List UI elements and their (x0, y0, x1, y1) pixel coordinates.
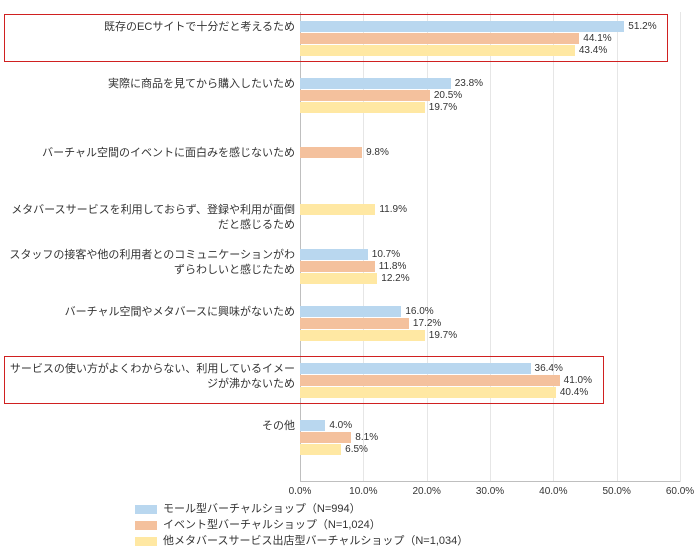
bar-mall (300, 420, 325, 431)
bar-event (300, 432, 351, 443)
bar-value-label: 19.7% (429, 102, 457, 113)
bar-value-label: 11.8% (379, 261, 407, 272)
category-label: 実際に商品を見てから購入したいため (5, 77, 295, 92)
bar-value-label: 16.0% (405, 306, 433, 317)
x-axis (300, 481, 680, 482)
bar-mall (300, 21, 624, 32)
bar-other (300, 444, 341, 455)
bar-mall (300, 78, 451, 89)
bar-value-label: 44.1% (583, 33, 611, 44)
legend-swatch (135, 521, 157, 530)
bar-value-label: 40.4% (560, 387, 588, 398)
bar-event (300, 375, 560, 386)
bar-event (300, 261, 375, 272)
bar-value-label: 51.2% (628, 21, 656, 32)
category-label: スタッフの接客や他の利用者とのコミュニケーションがわずらわしいと感じたため (5, 248, 295, 278)
category-label: メタバースサービスを利用しておらず、登録や利用が面倒だと感じるため (5, 203, 295, 233)
chart-stage: 0.0% 10.0% 20.0% 30.0% 40.0% 50.0% 60.0% 既存のECサ… (0, 0, 700, 552)
category-label: 既存のECサイトで十分だと考えるため (5, 20, 295, 35)
bar-value-label: 41.0% (564, 375, 592, 386)
x-tick-label: 50.0% (602, 486, 630, 497)
category-label: バーチャル空間やメタバースに興味がないため (5, 305, 295, 320)
legend-label: モール型バーチャルショップ（N=994） (163, 503, 361, 515)
bar-value-label: 23.8% (455, 78, 483, 89)
bar-value-label: 17.2% (413, 318, 441, 329)
category-label: サービスの使い方がよくわからない、利用しているイメージが沸かないため (5, 362, 295, 392)
bar-value-label: 4.0% (329, 420, 352, 431)
gridline (490, 12, 491, 482)
bar-event (300, 147, 362, 158)
bar-other (300, 273, 377, 284)
bar-other (300, 204, 375, 215)
category-label: その他 (5, 419, 295, 434)
bar-value-label: 20.5% (434, 90, 462, 101)
bar-mall (300, 306, 401, 317)
legend-swatch (135, 505, 157, 514)
x-tick-label: 60.0% (666, 486, 694, 497)
bar-other (300, 330, 425, 341)
bar-event (300, 33, 579, 44)
bar-value-label: 43.4% (579, 45, 607, 56)
bar-value-label: 36.4% (535, 363, 563, 374)
x-tick-label: 40.0% (539, 486, 567, 497)
bar-value-label: 6.5% (345, 444, 368, 455)
bar-value-label: 19.7% (429, 330, 457, 341)
gridline (553, 12, 554, 482)
bar-mall (300, 363, 531, 374)
x-tick-label: 20.0% (412, 486, 440, 497)
legend-swatch (135, 537, 157, 546)
bar-value-label: 11.9% (379, 204, 407, 215)
legend-item: 他メタバースサービス出店型バーチャルショップ（N=1,034） (135, 532, 468, 548)
bar-other (300, 102, 425, 113)
bar-other (300, 387, 556, 398)
bar-value-label: 12.2% (381, 273, 409, 284)
legend-label: イベント型バーチャルショップ（N=1,024） (163, 519, 381, 531)
category-label: バーチャル空間のイベントに面白みを感じないため (5, 146, 295, 161)
legend-label: 他メタバースサービス出店型バーチャルショップ（N=1,034） (163, 535, 468, 547)
bar-event (300, 318, 409, 329)
gridline (617, 12, 618, 482)
legend-item: イベント型バーチャルショップ（N=1,024） (135, 516, 381, 532)
bar-value-label: 8.1% (355, 432, 378, 443)
x-tick-label: 10.0% (349, 486, 377, 497)
x-tick-label: 30.0% (476, 486, 504, 497)
bar-event (300, 90, 430, 101)
bar-other (300, 45, 575, 56)
bar-mall (300, 249, 368, 260)
legend-item: モール型バーチャルショップ（N=994） (135, 500, 361, 516)
x-tick-label: 0.0% (289, 486, 312, 497)
bar-value-label: 9.8% (366, 147, 389, 158)
bar-value-label: 10.7% (372, 249, 400, 260)
gridline (680, 12, 681, 482)
